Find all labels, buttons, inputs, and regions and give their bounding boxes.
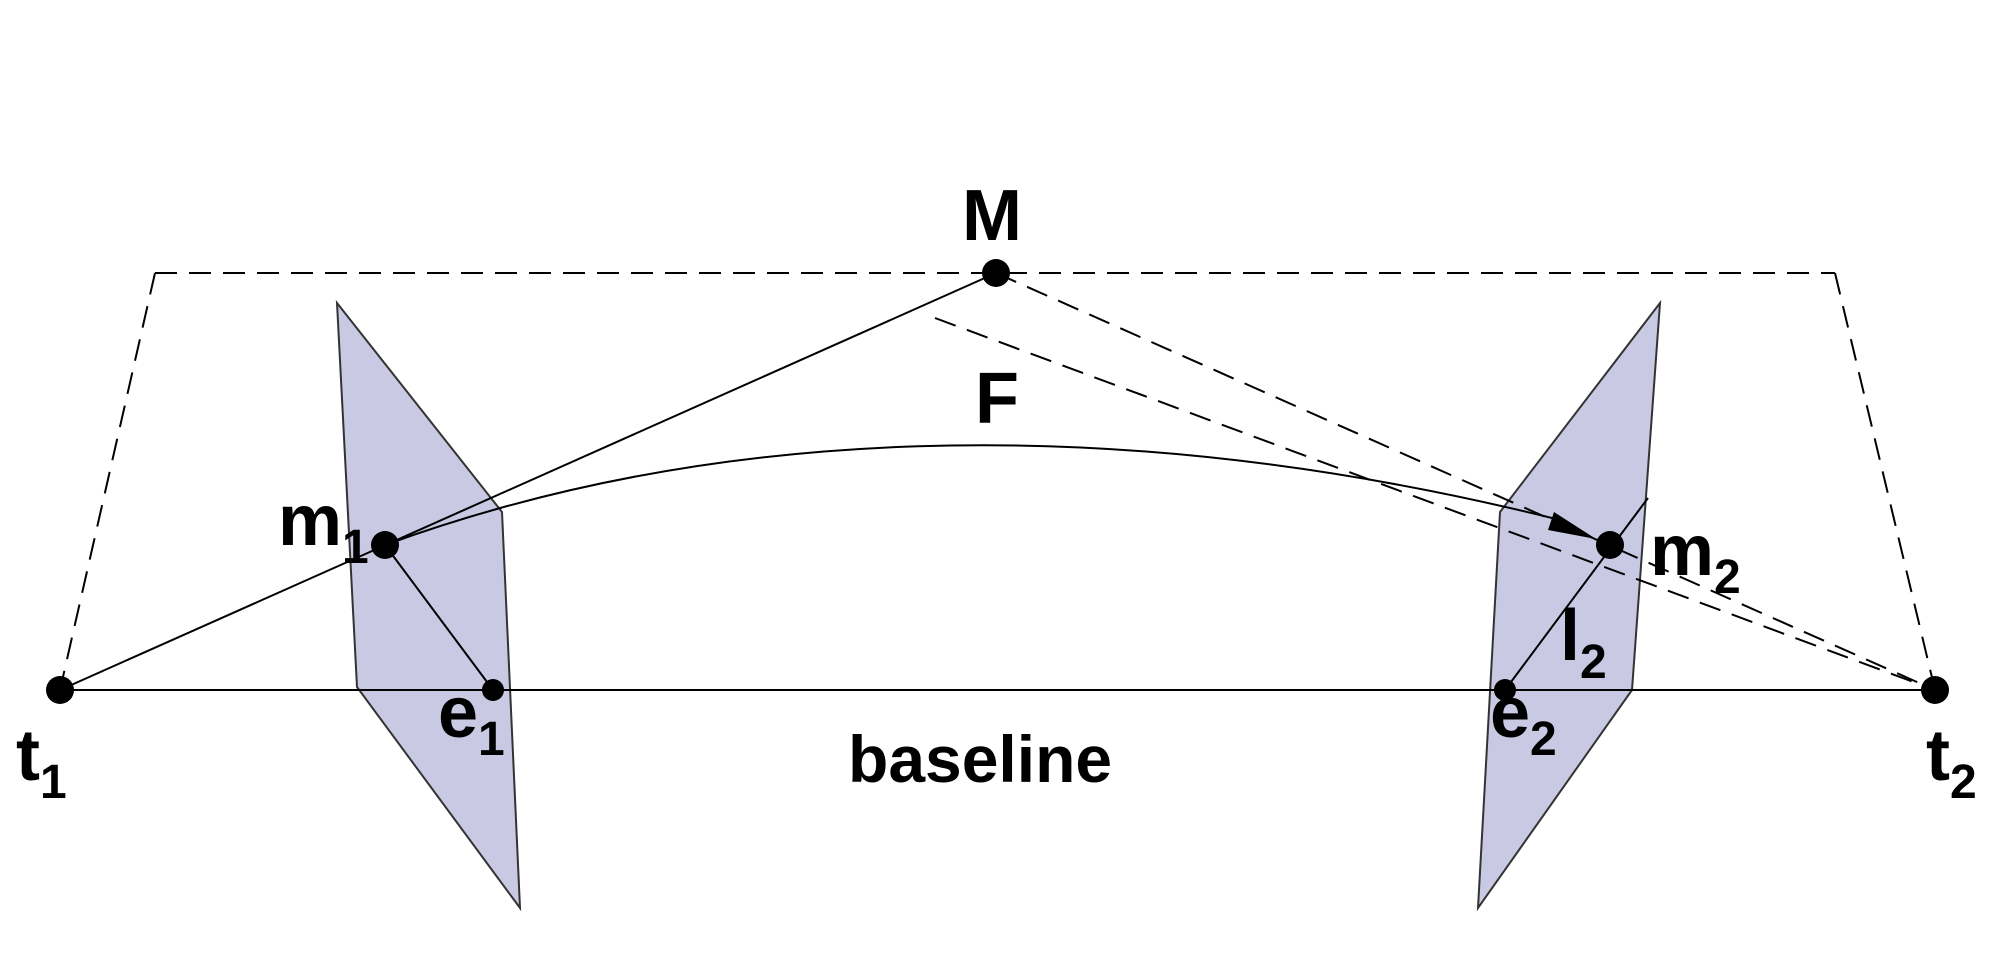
point-t2	[1921, 676, 1949, 704]
curve-f	[385, 445, 1560, 545]
point-e1	[482, 679, 504, 701]
label-m2: m2	[1650, 511, 1741, 604]
point-t1	[46, 676, 74, 704]
point-m1	[371, 531, 399, 559]
dashed-left-edge	[60, 273, 155, 690]
label-t1: t1	[16, 716, 67, 809]
dashed-right-edge	[1835, 273, 1935, 690]
label-baseline: baseline	[848, 722, 1112, 796]
point-m	[982, 259, 1010, 287]
dashed-ray-m-t2	[996, 273, 1935, 690]
dashed-ray-f-t2	[935, 318, 1935, 690]
label-m: M	[962, 176, 1022, 256]
ray-t1-m	[60, 273, 996, 690]
label-f: F	[975, 359, 1019, 439]
label-t2: t2	[1926, 716, 1977, 809]
point-m2	[1596, 531, 1624, 559]
image-plane-left	[337, 303, 520, 908]
